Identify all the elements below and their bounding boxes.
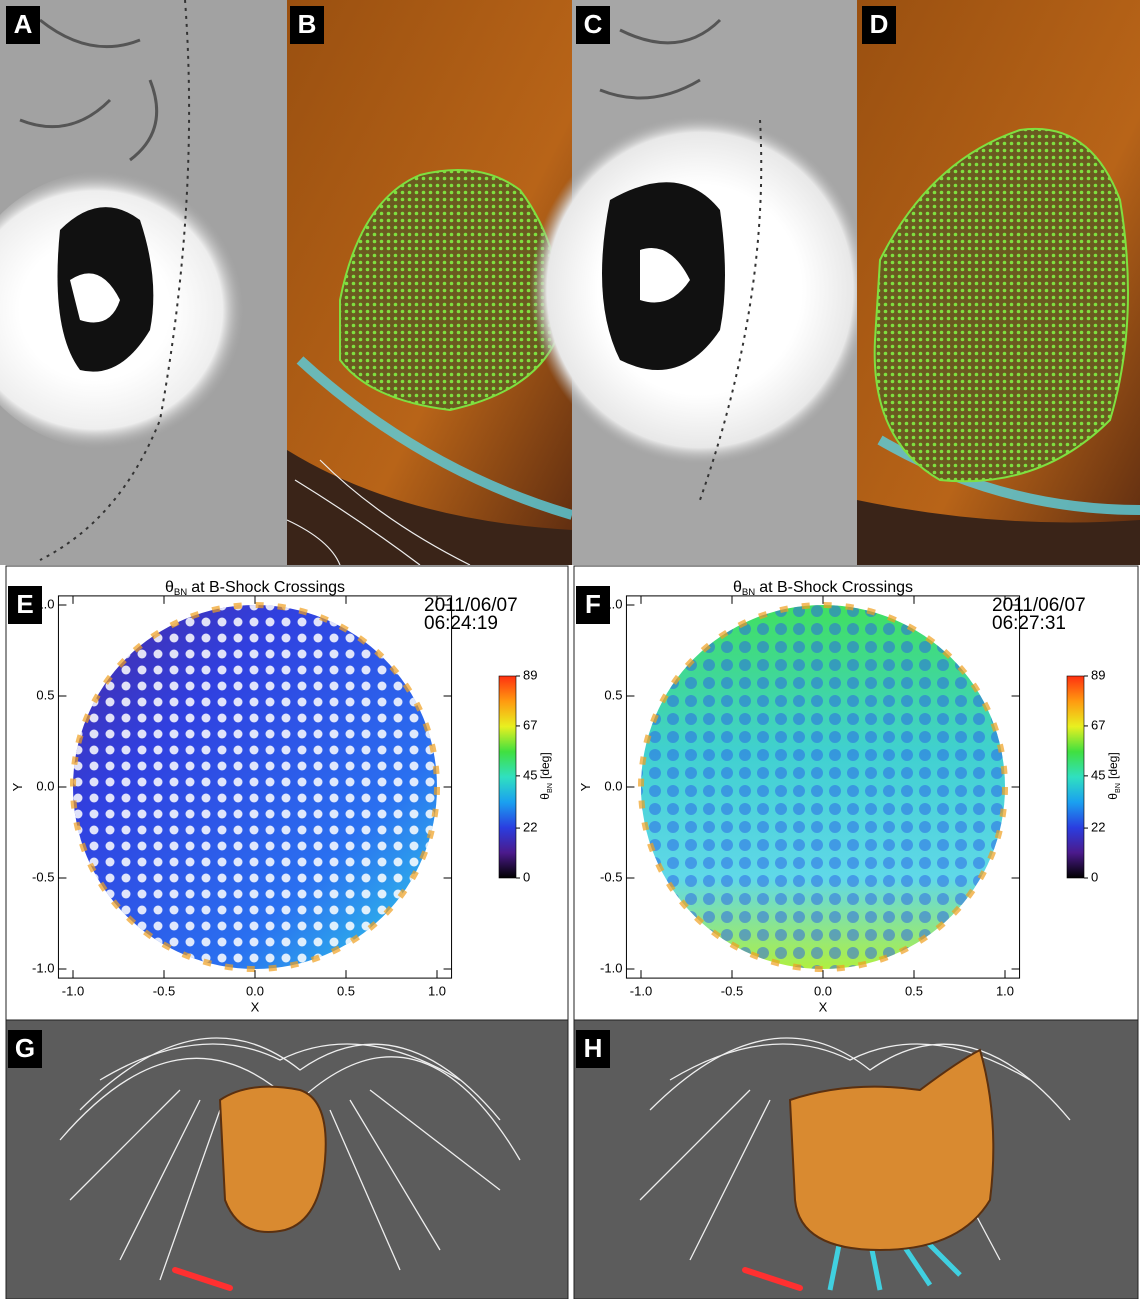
colorbar-tick-label: 89: [523, 667, 537, 682]
x-tick-label: 0.0: [246, 984, 264, 999]
colorbar-tick-label: 67: [523, 717, 537, 732]
colorbar-tick-label: 0: [523, 869, 530, 884]
colorbar: [499, 676, 516, 878]
panel-label: G: [8, 1030, 42, 1068]
image-panel: [530, 0, 870, 565]
panel-label: D: [862, 6, 896, 44]
x-tick-label: -1.0: [62, 984, 84, 999]
colorbar-tick-label: 45: [1091, 767, 1105, 782]
colorbar-tick-label: 22: [523, 820, 537, 835]
x-tick-label: 1.0: [996, 984, 1014, 999]
text: at B-Shock Crossings: [191, 579, 345, 596]
y-tick-label: 0.0: [604, 778, 622, 793]
image-panel: [0, 0, 287, 565]
colorbar-tick-label: 67: [1091, 717, 1105, 732]
image-panel: [6, 1020, 568, 1299]
panel-label: H: [576, 1030, 610, 1068]
page: A B C D E F G H -1.0 -0.5 0.0 0.5 1.0 -1.0 -0.5 0.0 0.5 1…: [0, 0, 1140, 1299]
y-tick-label: -0.5: [32, 869, 54, 884]
text: [deg]: [1106, 752, 1120, 779]
x-axis-label: X: [819, 1000, 828, 1015]
x-tick-label: 1.0: [428, 984, 446, 999]
x-tick-label: 0.5: [337, 984, 355, 999]
subscript: BN: [742, 587, 755, 598]
label: θBN at B-Shock Crossings: [733, 579, 913, 597]
panel-label-text: D: [870, 9, 889, 39]
disk-points: [73, 605, 437, 969]
panel-label-text: F: [585, 589, 601, 619]
text: at B-Shock Crossings: [759, 579, 913, 596]
x-tick-label: -0.5: [153, 984, 175, 999]
panel-label-text: E: [16, 589, 33, 619]
symbol: θ: [733, 579, 742, 596]
colorbar-tick-label: 89: [1091, 667, 1105, 682]
panel-label: A: [6, 6, 40, 44]
image-panel: [574, 1020, 1138, 1299]
x-tick-label: 0.0: [814, 984, 832, 999]
x-tick-label: -1.0: [630, 984, 652, 999]
panel-label-text: B: [298, 9, 317, 39]
y-tick-label: 0.0: [36, 778, 54, 793]
colorbar: [1067, 676, 1084, 878]
colorbar-tick-label: 22: [1091, 820, 1105, 835]
figure: A B C D E F G H -1.0 -0.5 0.0 0.5 1.0 -1.0 -0.5 0.0 0.5 1…: [0, 0, 1140, 1299]
label: θBN at B-Shock Crossings: [165, 579, 345, 597]
time: 06:24:19: [424, 613, 498, 634]
panel-label: C: [576, 6, 610, 44]
subscript: BN: [545, 783, 554, 793]
y-axis-label: Y: [578, 782, 593, 791]
image-panel: [857, 0, 1140, 565]
y-tick-label: 1.0: [604, 596, 622, 611]
panel-label-text: A: [14, 9, 33, 39]
y-tick-label: 0.5: [604, 687, 622, 702]
text: [deg]: [538, 752, 552, 779]
y-tick-label: 1.0: [36, 596, 54, 611]
y-tick-label: -1.0: [32, 960, 54, 975]
x-tick-label: 0.5: [905, 984, 923, 999]
y-tick-label: 0.5: [36, 687, 54, 702]
image-panel: [287, 0, 572, 565]
panel-label-text: C: [584, 9, 603, 39]
disk-points: [641, 605, 1005, 969]
panel-label-text: G: [15, 1033, 35, 1063]
time: 06:27:31: [992, 613, 1066, 634]
subscript: BN: [174, 587, 187, 598]
colorbar-tick-label: 45: [523, 767, 537, 782]
x-tick-label: -0.5: [721, 984, 743, 999]
y-tick-label: -0.5: [600, 869, 622, 884]
colorbar-tick-label: 0: [1091, 869, 1098, 884]
subscript: BN: [1113, 783, 1122, 793]
y-tick-label: -1.0: [600, 960, 622, 975]
x-axis-label: X: [251, 1000, 260, 1015]
y-axis-label: Y: [10, 782, 25, 791]
panel-label-text: H: [584, 1033, 603, 1063]
panel-label: B: [290, 6, 324, 44]
symbol: θ: [165, 579, 174, 596]
